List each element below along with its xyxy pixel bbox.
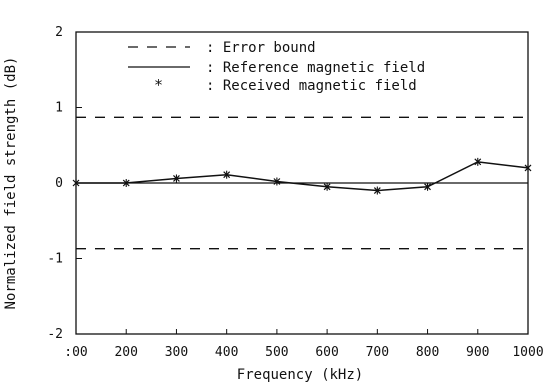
y-tick-label: 0 [55, 176, 63, 191]
x-tick-label: 300 [165, 345, 188, 360]
legend-received-marker: * [154, 76, 163, 94]
data-point-marker [323, 182, 331, 191]
x-tick-label: 600 [315, 345, 338, 360]
x-tick-group: :00 200 300 400 500 600 700 800 900 1000 [64, 329, 544, 360]
series-layer [72, 116, 532, 250]
y-tick-group: 2 1 0 -1 -2 [47, 25, 82, 342]
series-3-line [76, 161, 529, 192]
x-tick-label: 700 [366, 345, 389, 360]
y-axis-label: Normalized field strength (dB) [3, 57, 19, 310]
data-point-marker [223, 170, 231, 179]
data-point-marker [373, 186, 381, 195]
x-axis-label: Frequency (kHz) [237, 367, 363, 383]
x-tick-label: 200 [114, 345, 137, 360]
x-tick-label: 400 [215, 345, 238, 360]
data-point-marker [424, 182, 431, 191]
y-tick-label: -1 [47, 252, 63, 267]
data-point-marker [72, 179, 80, 187]
legend-received-label: : Received magnetic field [206, 78, 417, 94]
data-point-marker [474, 157, 482, 166]
data-point-marker [524, 163, 532, 172]
legend: : Error bound : Reference magnetic field… [128, 40, 425, 94]
legend-error-bound-label: : Error bound [206, 40, 316, 56]
data-point-marker [122, 179, 130, 187]
x-tick-label: :00 [64, 345, 87, 360]
x-tick-label: 500 [265, 345, 288, 360]
x-tick-label: 800 [416, 345, 439, 360]
x-tick-label: 1000 [512, 345, 543, 360]
y-tick-label: 1 [55, 101, 63, 116]
data-point-marker [173, 174, 180, 183]
data-point-marker [273, 177, 281, 186]
x-tick-label: 900 [466, 345, 489, 360]
legend-reference-label: : Reference magnetic field [206, 60, 425, 76]
y-tick-label: 2 [55, 25, 63, 40]
y-tick-label: -2 [47, 327, 63, 342]
